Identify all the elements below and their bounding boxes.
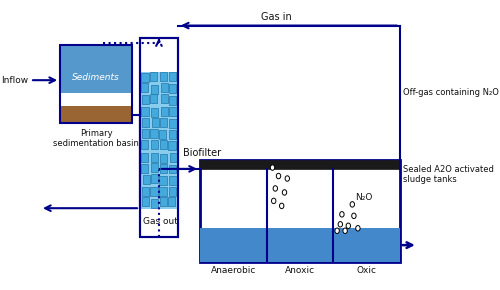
Circle shape: [343, 228, 347, 233]
Bar: [169, 72, 176, 81]
Bar: [142, 95, 150, 104]
Circle shape: [282, 190, 286, 195]
Bar: [160, 164, 168, 173]
Text: Biofilter: Biofilter: [182, 148, 221, 158]
Bar: [140, 153, 148, 162]
Bar: [159, 130, 166, 139]
Bar: [200, 160, 400, 262]
Bar: [142, 107, 148, 116]
Bar: [160, 197, 166, 206]
Bar: [169, 164, 176, 173]
Circle shape: [340, 212, 344, 217]
Bar: [170, 84, 176, 93]
Bar: [152, 199, 158, 208]
Bar: [151, 174, 158, 183]
Text: N₂O: N₂O: [355, 193, 372, 202]
Text: Sealed A2O activated
sludge tanks: Sealed A2O activated sludge tanks: [403, 165, 494, 184]
Circle shape: [350, 202, 354, 207]
Circle shape: [335, 228, 340, 233]
Bar: [160, 154, 167, 163]
Circle shape: [276, 173, 280, 179]
Circle shape: [273, 186, 278, 191]
Bar: [142, 129, 149, 138]
Bar: [142, 197, 149, 206]
Bar: [169, 187, 176, 196]
Text: Oxic: Oxic: [356, 266, 376, 275]
Bar: [150, 72, 157, 81]
Text: Gas in: Gas in: [262, 12, 292, 21]
Bar: [60, 46, 132, 123]
Bar: [150, 187, 158, 196]
Text: Off-gas containing N₂O: Off-gas containing N₂O: [403, 88, 499, 97]
Bar: [150, 129, 158, 138]
Bar: [142, 187, 150, 196]
Bar: [150, 94, 157, 103]
Bar: [151, 85, 158, 94]
Text: Anoxic: Anoxic: [285, 266, 315, 275]
Bar: [160, 140, 168, 149]
Bar: [142, 175, 150, 184]
Bar: [200, 160, 400, 169]
Bar: [152, 118, 159, 127]
Bar: [160, 176, 166, 185]
Bar: [170, 177, 176, 185]
Bar: [161, 94, 168, 103]
Bar: [151, 140, 158, 149]
Circle shape: [338, 222, 342, 227]
Bar: [142, 73, 148, 82]
Text: Anaerobic: Anaerobic: [210, 266, 256, 275]
Bar: [60, 46, 132, 123]
Bar: [161, 107, 168, 116]
Bar: [170, 96, 176, 105]
Bar: [170, 119, 176, 128]
Bar: [140, 38, 178, 237]
Bar: [142, 118, 150, 127]
Bar: [140, 72, 178, 209]
Bar: [160, 72, 167, 81]
Text: Sediments: Sediments: [72, 73, 120, 82]
Text: Primary
sedimentation basin: Primary sedimentation basin: [53, 128, 139, 148]
Bar: [168, 141, 175, 150]
Circle shape: [270, 165, 274, 170]
Bar: [140, 38, 178, 237]
Text: Inflow: Inflow: [1, 76, 28, 85]
Circle shape: [352, 213, 356, 219]
Bar: [169, 130, 176, 139]
Bar: [60, 46, 132, 93]
Text: Gas out: Gas out: [143, 217, 178, 226]
Bar: [141, 83, 148, 92]
Circle shape: [346, 223, 350, 229]
Bar: [170, 153, 177, 162]
Circle shape: [280, 203, 284, 209]
Bar: [170, 107, 176, 116]
Bar: [150, 163, 158, 172]
Circle shape: [356, 226, 360, 231]
Bar: [160, 187, 166, 196]
Bar: [60, 106, 132, 123]
Circle shape: [272, 198, 276, 204]
Bar: [168, 197, 175, 206]
Bar: [151, 153, 158, 162]
Bar: [160, 84, 168, 93]
Bar: [140, 164, 148, 173]
Bar: [141, 140, 148, 149]
Bar: [200, 228, 400, 262]
Circle shape: [285, 176, 290, 181]
Bar: [150, 108, 158, 117]
Bar: [160, 118, 168, 127]
